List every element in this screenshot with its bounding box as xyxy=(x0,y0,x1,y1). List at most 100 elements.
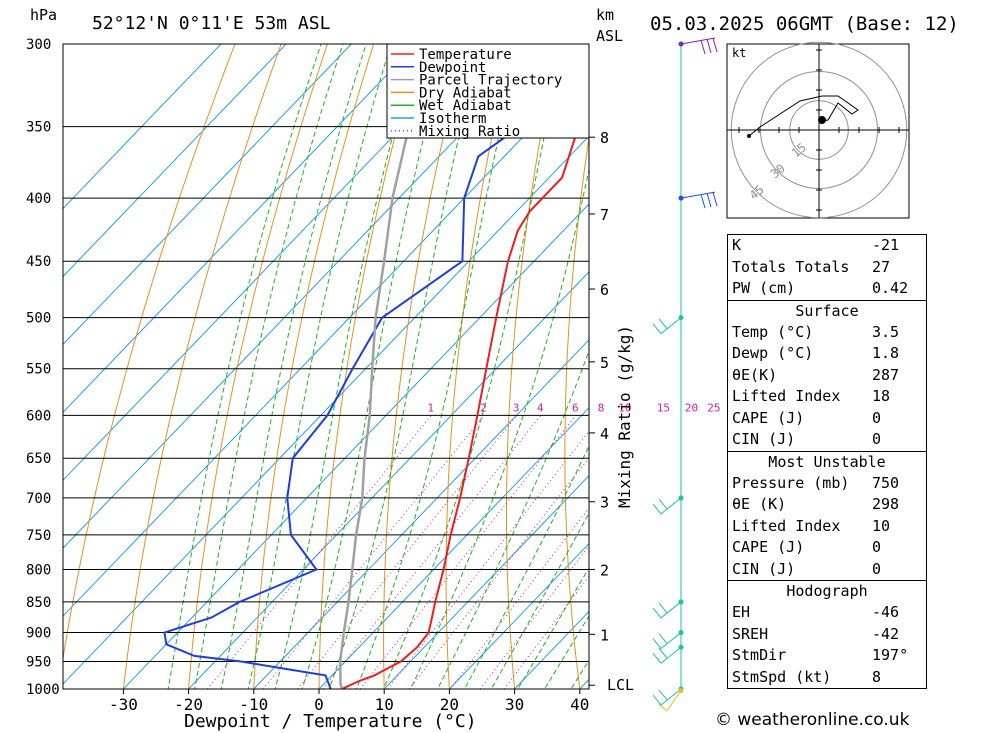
wet-adiabat-line xyxy=(220,44,367,689)
wind-barb xyxy=(658,690,682,712)
mixing-ratio-line xyxy=(297,414,518,689)
isotherm-line xyxy=(253,339,589,689)
dry-adiabat-line xyxy=(928,7,1000,715)
wet-adiabat-line xyxy=(382,44,565,689)
dry-adiabat-line xyxy=(676,7,715,715)
index-row: K -21 xyxy=(728,235,926,257)
index-value: 197° xyxy=(872,646,909,664)
height-tick-label: 7 xyxy=(600,206,609,224)
dry-adiabat-line xyxy=(122,44,282,689)
parcel-trajectory-line xyxy=(338,44,431,689)
dry-adiabat-line xyxy=(445,44,513,689)
dewpoint-line xyxy=(163,44,568,689)
mixing-ratio-labels: 1 2 3 4 6 8 10 15 20 25 xyxy=(427,401,720,414)
mixing-ratio-line xyxy=(387,430,589,689)
mixing-ratio-label: 20 xyxy=(685,401,698,414)
index-value: 0 xyxy=(872,430,882,448)
index-label: Lifted Index xyxy=(732,387,841,405)
x-axis-title: Dewpoint / Temperature (°C) xyxy=(184,711,477,732)
index-label: Lifted Index xyxy=(732,516,841,535)
legend-label: Isotherm xyxy=(419,111,486,127)
isotherm-line xyxy=(63,44,287,278)
index-value: 8 xyxy=(872,667,882,686)
mixing-ratio-label: 6 xyxy=(572,401,579,414)
pressure-tick-label: 350 xyxy=(26,120,51,136)
dry-adiabat-line xyxy=(253,44,375,689)
x-tick-label: -20 xyxy=(174,695,203,714)
dry-adiabat-line xyxy=(318,44,421,689)
index-label: K xyxy=(732,236,742,254)
wind-barb xyxy=(652,497,682,515)
dry-adiabat-line xyxy=(63,44,236,662)
isotherm-line xyxy=(318,406,589,689)
isotherm-line xyxy=(63,44,353,346)
wet-adiabat-line xyxy=(194,44,344,689)
height-tick-label: 8 xyxy=(600,129,609,147)
height-tick-label: 1 xyxy=(600,626,609,644)
pressure-tick-label: 500 xyxy=(26,311,51,327)
index-row: CAPE (J) 0 xyxy=(728,537,926,559)
surface-title: Surface xyxy=(795,301,859,320)
index-row: Dewp (°C) 1.8 xyxy=(728,343,926,365)
index-label: θE(K) xyxy=(732,365,778,384)
plot-frame xyxy=(62,43,590,690)
wet-adiabat-line xyxy=(328,44,483,689)
index-row: Pressure (mb) 750 xyxy=(728,473,926,495)
indices-table: K -21 Totals Totals 27 PW (cm) 0.42 Surface T… xyxy=(727,234,927,689)
dry-adiabat-line xyxy=(564,134,589,689)
pressure-tick-label: 700 xyxy=(26,491,51,507)
most-unstable-title: Most Unstable xyxy=(768,452,886,471)
x-tick-label: 10 xyxy=(375,695,394,714)
index-value: -21 xyxy=(872,236,900,254)
hodograph-trace xyxy=(748,95,859,137)
index-label: StmDir xyxy=(732,646,787,664)
index-value: 0.42 xyxy=(872,279,909,297)
storm-motion-marker xyxy=(818,116,826,124)
legend-label: Temperature xyxy=(419,47,512,63)
pressure-tick-label: 950 xyxy=(26,655,51,671)
wet-adiabat-line xyxy=(517,566,589,689)
index-row: StmSpd (kt) 8 xyxy=(728,667,926,689)
index-value: 18 xyxy=(872,387,891,405)
pressure-tick-label: 450 xyxy=(26,254,51,270)
wet-adiabat-line xyxy=(355,44,521,689)
index-row: SREH -42 xyxy=(728,624,926,646)
wet-adiabat-line xyxy=(410,167,589,689)
mixing-ratio-label: 8 xyxy=(598,401,605,414)
wet-adiabat-line xyxy=(167,44,322,689)
pressure-tick-label: 850 xyxy=(26,595,51,611)
wind-profile xyxy=(652,37,718,712)
height-tick-label: 6 xyxy=(600,281,609,299)
index-row: CIN (J) 0 xyxy=(728,559,926,581)
wind-barb xyxy=(652,317,682,335)
dry-adiabat-line xyxy=(188,44,328,689)
profile-lines xyxy=(163,44,589,689)
index-label: θE (K) xyxy=(732,495,787,513)
index-row: CAPE (J) 0 xyxy=(728,408,926,430)
mixing-ratio-label: 2 xyxy=(480,401,487,414)
index-value: 0 xyxy=(872,408,882,427)
hodograph-indices: Hodograph EH -46 SREH -42 StmDir 197° StmSpd (… xyxy=(727,580,927,689)
location-title: 52°12'N 0°11'E 53m ASL xyxy=(92,13,331,34)
background-grid xyxy=(63,7,1000,715)
legend-label: Parcel Trajectory xyxy=(419,73,562,89)
pressure-tick-label: 900 xyxy=(26,626,51,642)
index-label: CAPE (J) xyxy=(732,538,805,556)
index-row: CIN (J) 0 xyxy=(728,429,926,451)
x-tick-label: -10 xyxy=(239,695,268,714)
index-row: Totals Totals 27 xyxy=(728,257,926,279)
hodograph-start-dot xyxy=(747,134,751,138)
mixing-ratio-label: 4 xyxy=(537,401,544,414)
index-row: Lifted Index 10 xyxy=(728,516,926,538)
index-label: CIN (J) xyxy=(732,559,796,578)
wet-adiabat-line xyxy=(490,512,589,689)
legend-label: Wet Adiabat xyxy=(419,98,512,114)
index-row: θE(K) 287 xyxy=(728,365,926,387)
temperature-line xyxy=(338,93,589,689)
isotherm-line xyxy=(63,44,222,210)
index-label: Dewp (°C) xyxy=(732,344,814,362)
wet-adiabat-line xyxy=(274,44,419,689)
isotherm-line xyxy=(63,44,418,414)
pressure-tick-label: 550 xyxy=(26,362,51,378)
